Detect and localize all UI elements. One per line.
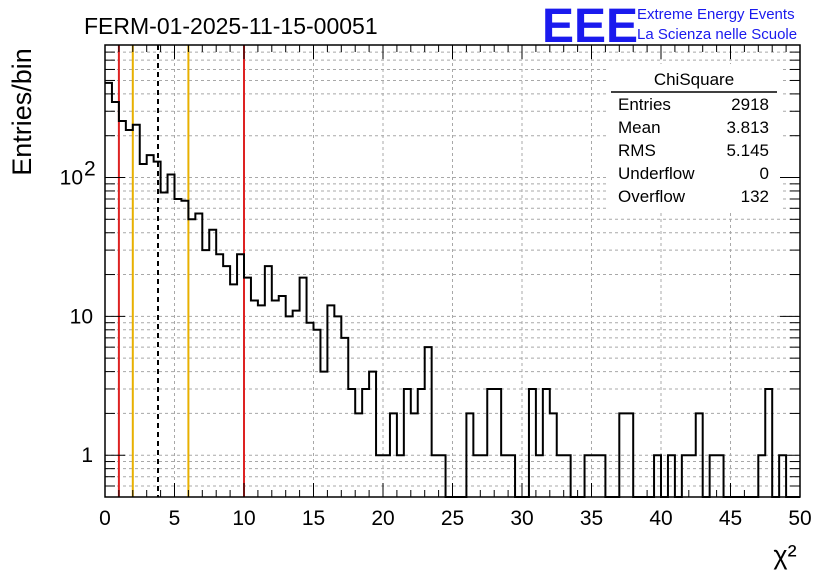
x-tick-label: 10 <box>232 507 255 530</box>
x-tick-label: 35 <box>580 507 603 530</box>
stats-label-overflow: Overflow <box>618 187 686 206</box>
histogram <box>105 81 800 498</box>
stats-label-underflow: Underflow <box>618 164 695 183</box>
stats-value-entries: 2918 <box>731 95 769 114</box>
stats-box-bg <box>608 64 780 210</box>
stats-label-mean: Mean <box>618 118 661 137</box>
stats-value-underflow: 0 <box>760 164 769 183</box>
x-tick-label: 50 <box>788 507 811 530</box>
axes <box>104 44 801 498</box>
y-tick-label: 10 <box>60 166 83 189</box>
stats-label-rms: RMS <box>618 141 656 160</box>
x-tick-label: 45 <box>719 507 742 530</box>
stats-box: ChiSquare Entries 2918 Mean 3.813 RMS 5.… <box>608 64 780 210</box>
branding-line-2: La Scienza nelle Scuole <box>637 26 797 43</box>
y-axis-title: Entries/bin <box>7 48 37 176</box>
y-tick-label: 1 <box>81 444 93 467</box>
histogram-outline <box>105 81 800 498</box>
y-tick-label-exponent: 2 <box>84 157 96 180</box>
x-axis-title: χ² <box>773 540 796 570</box>
stats-value-mean: 3.813 <box>726 118 769 137</box>
stats-value-overflow: 132 <box>741 187 769 206</box>
x-tick-label: 15 <box>302 507 325 530</box>
x-tick-label: 20 <box>371 507 394 530</box>
x-tick-label: 5 <box>169 507 181 530</box>
chart-title: FERM-01-2025-11-15-00051 <box>84 13 378 39</box>
stats-value-rms: 5.145 <box>726 141 769 160</box>
branding-line-1: Extreme Energy Events <box>637 6 795 23</box>
stats-label-entries: Entries <box>618 95 671 114</box>
eee-logo: EEE <box>542 0 638 53</box>
stats-title: ChiSquare <box>654 70 734 89</box>
branding: EEE Extreme Energy Events La Scienza nel… <box>542 0 797 53</box>
x-tick-label: 0 <box>99 507 111 530</box>
y-tick-label: 10 <box>70 305 93 328</box>
x-tick-label: 25 <box>441 507 464 530</box>
x-tick-label: 30 <box>510 507 533 530</box>
grid-layer <box>105 45 800 497</box>
x-tick-label: 40 <box>649 507 672 530</box>
marker-lines <box>117 45 245 497</box>
